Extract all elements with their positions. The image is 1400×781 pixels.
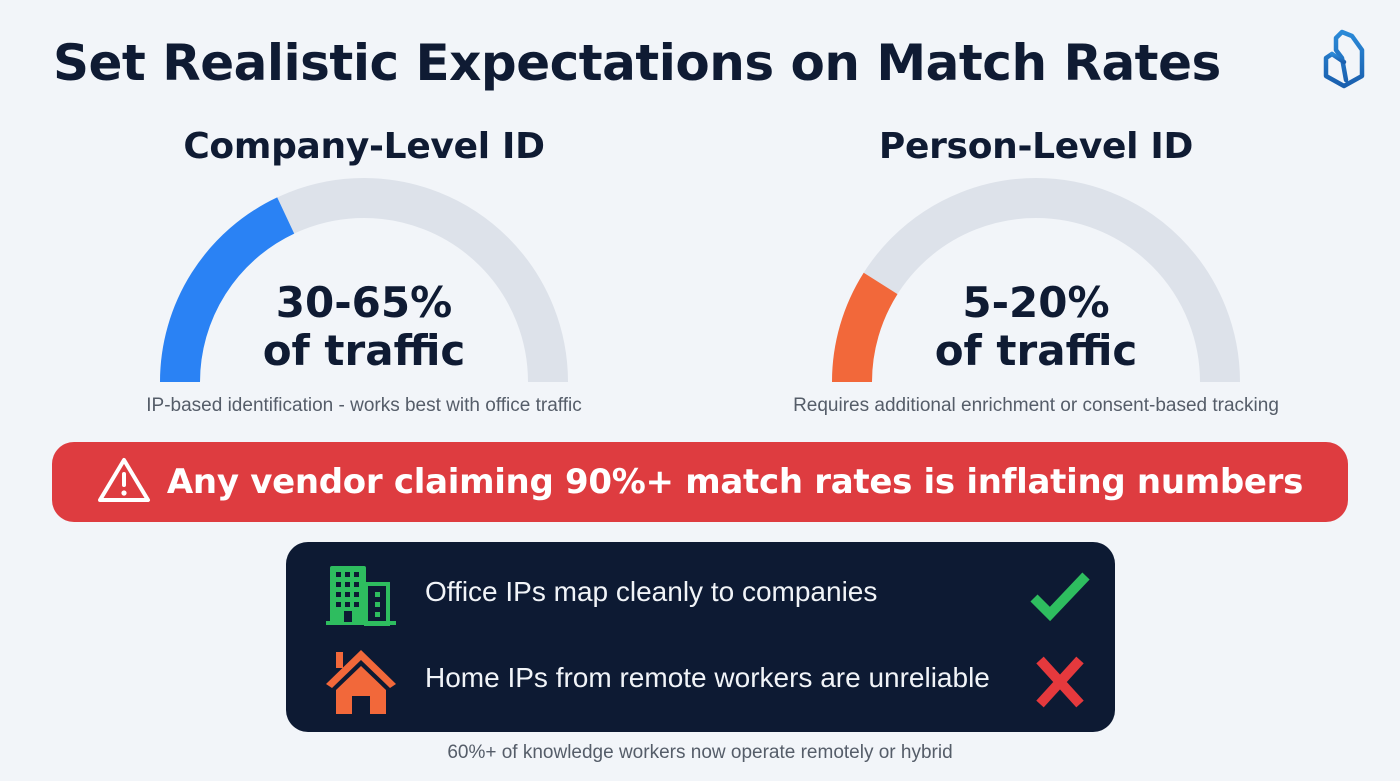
person-level-unit: of traffic [934,326,1138,375]
company-level-unit: of traffic [262,326,466,375]
checkmark-icon [1028,568,1092,624]
page-title: Set Realistic Expectations on Match Rate… [53,34,1221,92]
company-level-caption: IP-based identification - works best wit… [146,395,582,416]
person-level-value: 5-20% [962,278,1110,327]
company-level-value: 30-65% [275,278,453,327]
office-building-icon [324,560,398,630]
person-level-caption: Requires additional enrichment or consen… [793,395,1279,416]
warning-banner: Any vendor claiming 90%+ match rates is … [52,442,1348,522]
person-level-gauge: 5-20% of traffic [816,170,1256,390]
office-ip-text: Office IPs map cleanly to companies [425,576,878,607]
home-ip-text: Home IPs from remote workers are unrelia… [425,662,990,693]
warning-triangle-icon [97,456,151,508]
list-item: Home IPs from remote workers are unrelia… [286,640,1115,720]
company-level-gauge: 30-65% of traffic [144,170,584,390]
company-level-title: Company-Level ID [183,126,545,167]
person-level-title: Person-Level ID [878,126,1194,167]
house-icon [324,646,398,716]
brand-logo-icon [1318,28,1370,90]
list-item: Office IPs map cleanly to companies [286,554,1115,634]
warning-text: Any vendor claiming 90%+ match rates is … [166,462,1304,502]
ip-comparison-panel: Office IPs map cleanly to companies Home… [286,542,1115,732]
footnote: 60%+ of knowledge workers now operate re… [447,742,953,763]
x-mark-icon [1028,654,1092,710]
